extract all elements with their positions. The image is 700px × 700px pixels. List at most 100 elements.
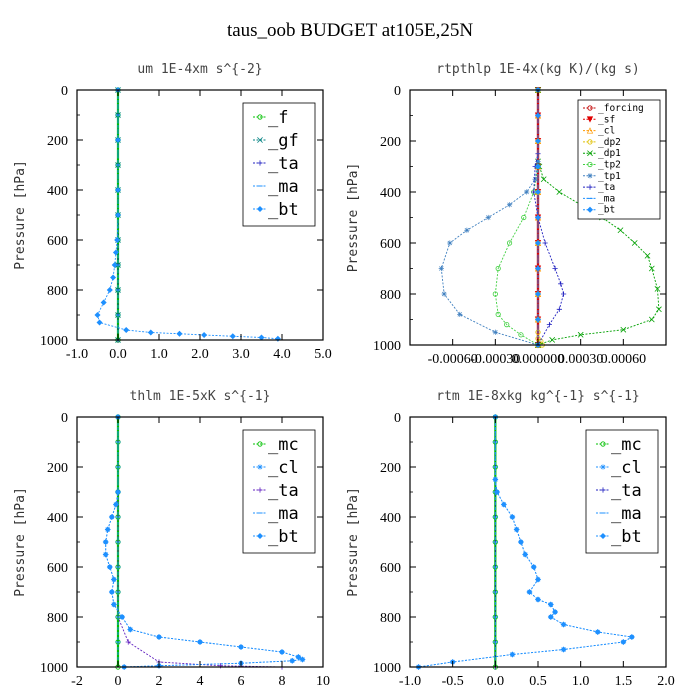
y-tick-label: 600 [380, 561, 401, 576]
y-tick-label: 400 [47, 511, 68, 526]
x-tick-label: 0.00030 [558, 352, 604, 367]
x-tick-label: 1.0 [150, 347, 168, 362]
marker-p4-s4-7 [522, 551, 529, 558]
x-tick-label: 0.0 [487, 674, 505, 689]
x-tick-label: 0.0 [109, 347, 127, 362]
marker-p1-s4-6 [111, 261, 118, 269]
series-line-ta [533, 90, 565, 346]
marker-p4-s0-L0 [600, 441, 606, 447]
legend-entry-mc: _mc [268, 435, 299, 455]
legend-box [242, 102, 316, 227]
marker-p3-s4-16 [278, 648, 286, 656]
panel-title: rtm 1E-8xkg kg^{-1} s^{-1} [436, 389, 640, 404]
marker-p2-s5-8 [504, 321, 510, 328]
marker-p3-s0-L0 [257, 441, 263, 447]
x-tick-label: -1.0 [399, 674, 421, 689]
marker-p2-s4-8 [631, 240, 638, 246]
marker-p2-s4-10 [648, 265, 655, 272]
panel-title: um 1E-4xm s^{-2} [137, 62, 262, 77]
marker-p2-s7-5 [542, 240, 548, 246]
x-tick-label: -1.0 [66, 347, 88, 362]
marker-p4-s4-14 [547, 613, 554, 621]
marker-p3-s4-11 [119, 613, 126, 621]
marker-p4-s4-11 [534, 596, 542, 603]
y-axis-label: Pressure [hPa] [346, 163, 361, 273]
legend-entry-bt: _bt [268, 200, 299, 220]
marker-p1-s4-17 [258, 334, 265, 341]
legend-entry-forcing: _forcing [598, 103, 644, 114]
marker-p3-s4-10 [110, 601, 117, 608]
legend-entry-dp1: _dp1 [598, 148, 621, 159]
marker-p2-s9-2 [534, 137, 542, 145]
marker-p3-s4-19 [289, 657, 296, 664]
marker-p2-s9-6 [534, 239, 542, 247]
x-tick-label: 2 [156, 674, 163, 689]
legend-entry-mc: _mc [611, 435, 642, 455]
marker-p2-s7-8 [561, 291, 567, 297]
marker-p1-s4-1 [114, 136, 122, 144]
marker-p4-s4-9 [534, 576, 542, 583]
marker-p4-s4-1 [492, 476, 499, 483]
marker-p1-s4-L4 [256, 205, 264, 213]
marker-p3-s4-3 [108, 513, 115, 521]
legend-entry-cl: _cl [598, 126, 615, 137]
y-tick-label: 1000 [373, 339, 401, 354]
marker-p4-s4-19 [560, 646, 567, 653]
marker-p2-s9-7 [534, 265, 542, 272]
legend-entry-cl: _cl [268, 458, 299, 478]
marker-p1-s4-13 [147, 329, 154, 336]
marker-p3-s4-17 [295, 653, 302, 661]
y-axis-label: Pressure [hPa] [13, 160, 28, 270]
x-tick-label: 6 [238, 674, 245, 689]
marker-p2-s7-6 [552, 265, 558, 272]
marker-p2-s4-16 [549, 337, 556, 343]
marker-p3-s4-15 [237, 643, 245, 651]
marker-p3-s4-12 [127, 626, 134, 633]
legend-entry-f: _f [268, 108, 288, 128]
marker-p4-s4-15 [560, 621, 567, 628]
marker-p4-s4-10 [526, 588, 533, 596]
marker-p2-s9-9 [534, 316, 542, 323]
marker-p2-s7-L7 [587, 184, 593, 190]
series-group [94, 86, 281, 343]
y-tick-label: 800 [47, 611, 68, 626]
marker-p4-s4-20 [509, 651, 516, 658]
legend-entry-gf: _gf [268, 131, 299, 151]
x-tick-label: 0.00060 [601, 352, 647, 367]
marker-p3-s2-9 [125, 639, 131, 645]
marker-p2-s6-L6 [587, 173, 593, 179]
legend-entry-ma: _ma [268, 504, 299, 524]
chart-panel-4: rtm 1E-8xkg kg^{-1} s^{-1} Pressure [hPa]… [346, 389, 675, 689]
marker-p4-s4-4 [509, 513, 516, 521]
marker-p3-s4-1 [114, 488, 122, 496]
marker-p2-s0-L0 [587, 105, 593, 111]
marker-p1-s4-7 [110, 274, 117, 281]
x-tick-label: 1.0 [572, 674, 590, 689]
marker-p2-s4-13 [648, 316, 655, 323]
marker-p2-s5-L5 [587, 161, 593, 168]
marker-p2-s4-3 [540, 176, 547, 183]
y-tick-label: 800 [380, 611, 401, 626]
marker-p2-s9-5 [534, 214, 542, 221]
series-line-bt [418, 417, 634, 668]
marker-p3-s4-5 [102, 538, 109, 546]
marker-p2-s7-7 [558, 281, 564, 287]
marker-p2-s4-15 [577, 331, 584, 338]
marker-p2-s7-9 [556, 306, 562, 312]
marker-p3-s4-13 [155, 633, 163, 641]
marker-p1-s4-9 [100, 299, 107, 306]
marker-p2-s9-4 [534, 188, 542, 196]
x-tick-label: 3.0 [232, 347, 250, 362]
x-tick-label: 0.5 [529, 674, 547, 689]
y-tick-label: 800 [380, 288, 401, 303]
marker-p2-s4-14 [620, 326, 627, 333]
series-line-tp2 [494, 90, 539, 346]
y-tick-label: 0 [394, 411, 401, 426]
marker-p3-s4-4 [104, 526, 111, 533]
marker-p2-s6-5 [485, 214, 491, 221]
y-tick-label: 1000 [373, 661, 401, 676]
marker-p2-s4-11 [654, 286, 661, 292]
marker-p2-s6-10 [457, 311, 463, 317]
y-tick-label: 200 [47, 461, 68, 476]
